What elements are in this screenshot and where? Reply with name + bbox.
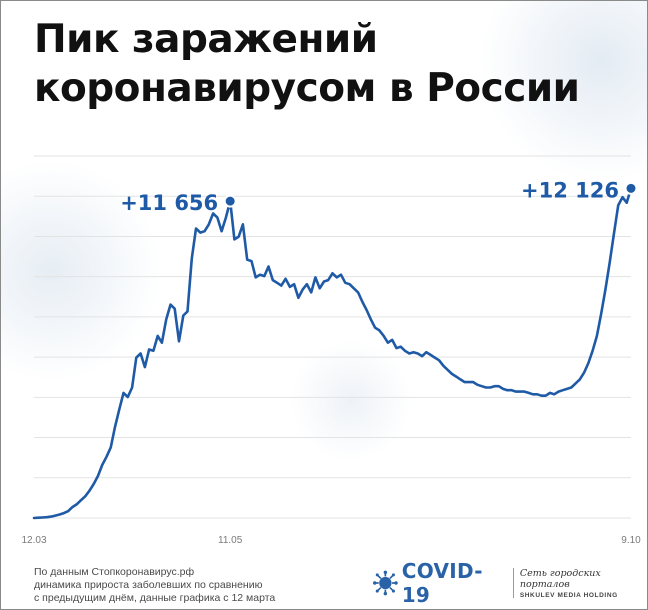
holding-brand: SHKULEV MEDIA HOLDING <box>519 591 618 599</box>
covid-logo-text: COVID-19 <box>401 559 483 607</box>
x-axis: 12.03 11.05 9.10 <box>21 535 641 546</box>
virus-icon <box>373 570 398 596</box>
peak-marker <box>624 181 638 195</box>
peak-label: +11 656 <box>120 191 218 215</box>
holding-name: Сеть городских порталов <box>519 567 601 590</box>
footnote-line-1: По данным Стопкоронавирус.рф <box>34 566 195 578</box>
logo-divider <box>512 568 514 598</box>
x-tick-label: 11.05 <box>218 535 243 546</box>
series-line <box>32 187 633 520</box>
x-tick-label: 9.10 <box>621 535 641 546</box>
footnote-line-2: динамика прироста заболевших по сравнени… <box>34 579 263 591</box>
holding-block: Сеть городских порталов SHKULEV MEDIA HO… <box>520 568 647 599</box>
page-title: Пик заражений коронавирусом в России <box>34 15 634 113</box>
brand-logo: COVID-19 Сеть городских порталов SHKULEV… <box>373 559 647 607</box>
title-line-1: Пик заражений <box>34 17 378 62</box>
chart-grid <box>34 155 631 519</box>
annotation-layer: +11 656 +12 126 <box>120 178 638 215</box>
title-line-2: коронавирусом в России <box>34 66 580 111</box>
footnote-line-3: с предыдущим днём, данные графика с 12 м… <box>34 592 276 604</box>
source-footnote: По данным Стопкоронавирус.рф динамика пр… <box>34 566 275 605</box>
peak-marker <box>223 194 237 208</box>
x-tick-label: 12.03 <box>21 535 46 546</box>
peak-label: +12 126 <box>521 178 619 202</box>
series-layer <box>32 187 633 520</box>
